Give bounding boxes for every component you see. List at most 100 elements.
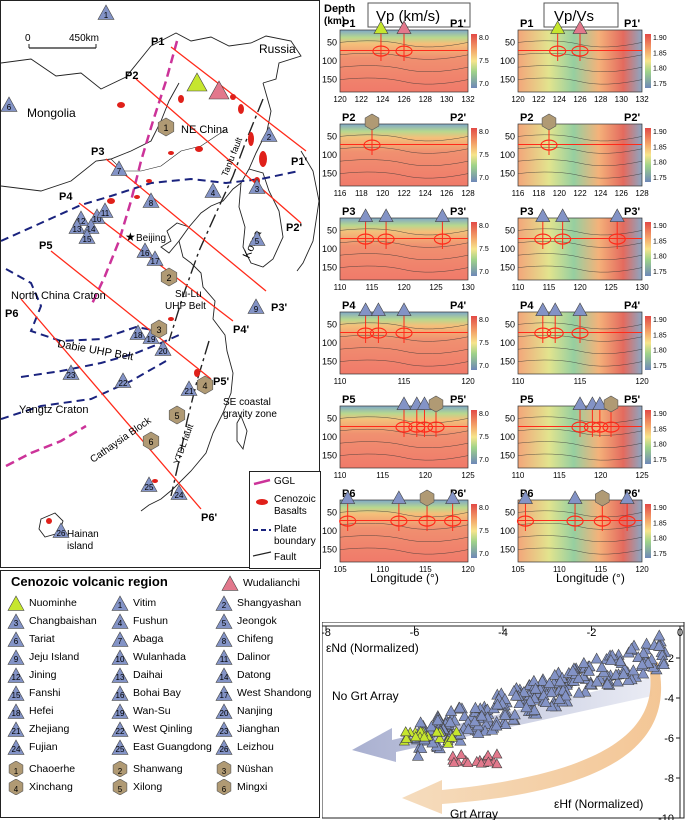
triangle-shape (111, 667, 129, 683)
legend-label: West Qinling (133, 723, 193, 735)
scatter-point (543, 677, 556, 689)
section-start-label: P3 (342, 206, 355, 218)
scatter-point (653, 629, 666, 641)
triangle-shape (215, 721, 233, 737)
map-volcano-number: 2 (267, 133, 272, 142)
scatter-point-nuominhe (431, 726, 443, 737)
scatter-point-wudalianchi (448, 756, 460, 767)
triangle-icon: 6 (7, 631, 25, 647)
anomaly-ellipse (571, 421, 589, 433)
anomaly-ellipse (534, 327, 552, 339)
depth-tick-label: 150 (322, 75, 337, 85)
triangle-shape (111, 613, 129, 629)
legend-label: Fanshi (29, 687, 61, 699)
x-axis-label-right: Longitude (°) (556, 571, 625, 585)
anomaly-ellipse (549, 45, 567, 57)
section-hexagon-marker (419, 489, 435, 507)
colorbar-tick-label: 1.80 (653, 536, 667, 543)
scatter-point-nuominhe (400, 732, 412, 743)
legend-volcano-8: 8 Chifeng (215, 631, 273, 647)
colorbar-tick-label: 7.0 (479, 81, 489, 88)
map-volcano-16 (136, 242, 154, 258)
profile-endpoint-labels: P1 P1' P2 P2' P3 P3' P4 P4' P5 P5' P6 P6… (5, 36, 307, 524)
lon-tick-label: 110 (376, 565, 389, 574)
section-volcano-marker (358, 208, 374, 222)
anomaly-ellipse (415, 421, 434, 433)
colorbar-tick-label: 1.90 (653, 505, 667, 512)
lon-tick-label: 115 (398, 377, 411, 386)
legend-hexagon-5: 5 Xilong (111, 779, 162, 795)
anomaly-ellipse (554, 233, 572, 245)
map-volcano-23 (62, 364, 80, 380)
section-row-3: P3 P3' 110 115 120 125 130 8.0 7.5 7.0 P3 P3' 110 115… (322, 206, 667, 292)
triangle-shape (215, 667, 233, 683)
map-volcano-15 (78, 228, 96, 244)
scatter-point (572, 686, 585, 698)
scatter-point (445, 705, 458, 716)
legend-number: 18 (12, 709, 21, 718)
legend-plate: Plate (274, 524, 297, 535)
map-volcano-number: 18 (134, 331, 143, 340)
p3-start: P3 (91, 146, 104, 158)
legend-volcano-24: 24 Fujian (7, 739, 58, 755)
legend-number: 9 (14, 655, 19, 664)
contour-line (517, 65, 643, 72)
legend-volcano-14: 14 Datong (215, 667, 271, 683)
legend-number: 4 (118, 619, 123, 628)
scatter-point (527, 674, 540, 686)
colorbar-tick-label: 1.85 (653, 520, 667, 527)
colorbar-tick-label: 1.75 (653, 551, 667, 558)
triangle-shape (111, 739, 129, 755)
map-volcano-8 (142, 192, 160, 208)
legend-number: 11 (220, 655, 229, 664)
triangle-shape (215, 685, 233, 701)
triangle-shape (215, 739, 233, 755)
depth-tick-label: 150 (322, 263, 337, 273)
scatter-point-wudalianchi (447, 750, 459, 761)
ggl-line (89, 40, 179, 307)
legend-title: Cenozoic volcanic region (11, 574, 168, 589)
colorbar-tick-label: 1.90 (653, 411, 667, 418)
section-volcano-marker (609, 208, 625, 222)
depth-tick-label: 100 (500, 150, 515, 160)
legend-label: Chaoerhe (29, 763, 76, 775)
map-volcano-number: 5 (255, 237, 260, 246)
legend-hexagon-6: 6 Mingxi (215, 779, 267, 795)
scatter-point (614, 655, 627, 666)
legend-ggl: GGL (274, 476, 296, 487)
legend-hexagon-3: 3 Nüshan (215, 761, 273, 777)
lon-tick-label: 116 (334, 189, 347, 198)
colorbar-tick-label: 1.80 (653, 348, 667, 355)
map-volcano-number: 25 (145, 483, 154, 492)
colorbar (471, 504, 477, 558)
map-volcano-number: 4 (211, 189, 216, 198)
scatter-point-wudalianchi (455, 748, 467, 759)
japan-islands (296, 150, 320, 272)
label-sulu: Su-Lu (175, 289, 202, 300)
triangle-icon: 1 (111, 595, 129, 611)
scatter-point (572, 672, 585, 683)
map-hexagon-5 (168, 405, 186, 425)
triangle-shape (215, 649, 233, 665)
lon-tick-label: 118 (355, 189, 368, 198)
triangle-shape (221, 575, 239, 591)
p3-end: P3' (271, 302, 287, 314)
contour-line (517, 134, 643, 142)
legend-label: Changbaishan (29, 615, 97, 627)
hexagon-shape (112, 761, 128, 777)
x-tick-label: -2 (587, 627, 597, 639)
legend-number: 2 (222, 601, 227, 610)
p5-end: P5' (213, 376, 229, 388)
lon-tick-label: 120 (635, 377, 649, 386)
scatter-point (425, 720, 438, 732)
scatter-point (595, 661, 608, 672)
legend-label: Jining (29, 669, 57, 681)
map-volcano-3 (248, 178, 266, 194)
legend-number: 16 (116, 691, 125, 700)
map-volcano-number: 19 (147, 335, 156, 344)
section-row-4: P4 P4' 110 115 120 8.0 7.5 7.0 P4 P4' 110 115 120 1.9… (322, 300, 667, 386)
section-volcano-marker (572, 20, 588, 34)
contour-line (517, 241, 643, 248)
contour-line (339, 535, 469, 542)
legend-label: Daihai (133, 669, 163, 681)
